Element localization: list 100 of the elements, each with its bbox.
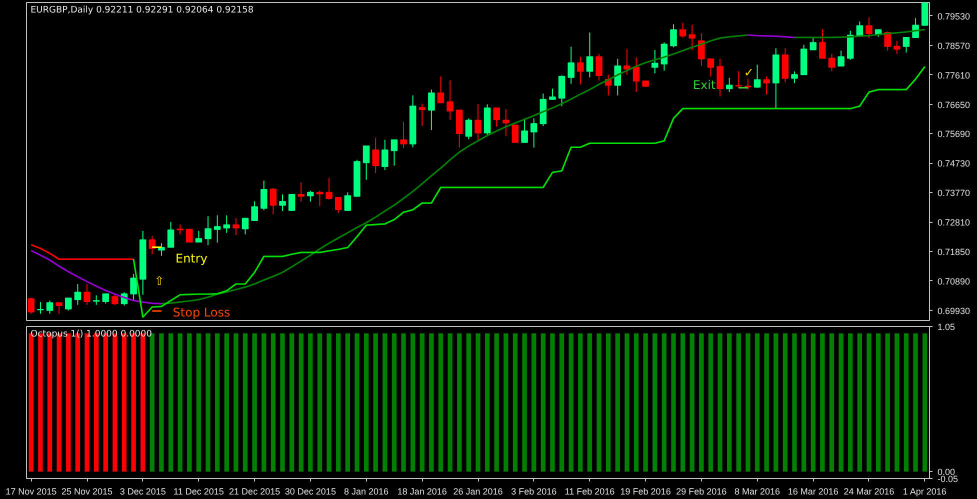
candlestick (223, 214, 230, 234)
candlestick (204, 216, 212, 246)
candlestick (56, 302, 62, 314)
candlestick (670, 24, 677, 48)
candlestick (493, 107, 500, 128)
candlestick (92, 294, 100, 306)
candlestick (260, 180, 268, 211)
y-tick-label: 0.74730 (938, 158, 970, 169)
candlestick (428, 89, 435, 131)
y-tick-label: 0.76650 (938, 100, 970, 110)
candlestick (902, 36, 910, 53)
candlestick (586, 32, 594, 78)
annotation: Stop Loss (172, 306, 230, 320)
candlestick (894, 40, 900, 55)
candlestick (465, 118, 472, 140)
candlestick (530, 118, 538, 148)
x-tick-label: 11 Dec 2015 (174, 486, 224, 496)
candlestick (232, 218, 240, 236)
candlestick (828, 54, 836, 72)
annotation: Entry (175, 251, 208, 266)
candlestick (763, 76, 770, 95)
candlestick (251, 200, 258, 222)
candlestick (437, 76, 444, 104)
candlestick (279, 194, 286, 212)
annotation: Exit (692, 78, 716, 92)
x-tick-label: 18 Jan 2016 (397, 486, 447, 496)
x-tick-label: 16 Mar 2016 (788, 486, 838, 496)
annotation: ⇧ (154, 274, 164, 288)
y-tick-label: 0.71850 (938, 247, 970, 258)
candlestick (65, 298, 72, 311)
chart-title: Octopus 1() 1.0000 0.0000 (30, 330, 152, 340)
candlestick (307, 190, 314, 202)
candlestick (112, 293, 118, 306)
x-tick-label: 21 Dec 2015 (229, 486, 280, 496)
candlestick (521, 118, 528, 144)
candlestick (130, 273, 137, 302)
candlestick (651, 50, 658, 74)
candlestick (400, 121, 407, 149)
candlestick (558, 74, 566, 107)
y-tick-label: 1.05 (938, 322, 956, 332)
y-tick-label: -0.05 (938, 474, 958, 484)
line-series (132, 66, 926, 318)
candlestick (84, 284, 90, 306)
candlestick (549, 88, 556, 100)
x-tick-label: 8 Jan 2016 (344, 486, 389, 496)
y-tick-label: 0.77610 (938, 70, 970, 80)
candlestick (390, 139, 398, 166)
candlestick (456, 110, 463, 148)
candlestick (791, 70, 798, 84)
candlestick (382, 139, 388, 170)
candlestick (37, 302, 44, 314)
y-tick-label: 0.78570 (938, 40, 970, 51)
candlestick (884, 31, 891, 52)
x-tick-label: 26 Jan 2016 (453, 486, 503, 496)
annotation: ✓ (744, 65, 754, 80)
x-tick-label: 24 Mar 2016 (844, 486, 894, 496)
candlestick (744, 78, 752, 90)
candlestick (688, 24, 696, 51)
candlestick (754, 64, 761, 88)
candlestick (512, 124, 519, 144)
candlestick (167, 222, 174, 248)
candlestick (660, 42, 668, 72)
y-tick-label: 0.73770 (938, 188, 970, 198)
candlestick (632, 56, 640, 93)
candlestick (810, 36, 817, 50)
x-tick-label: 3 Dec 2015 (120, 486, 166, 496)
x-tick-label: 19 Feb 2016 (620, 486, 671, 496)
candlestick (624, 48, 630, 76)
candlestick (838, 50, 844, 66)
candlestick (28, 297, 35, 314)
candlestick (921, 2, 928, 26)
candlestick (270, 188, 277, 215)
candlestick (735, 70, 742, 88)
candlestick (298, 182, 305, 202)
x-tick-label: 30 Dec 2015 (284, 486, 336, 496)
candlestick (568, 46, 574, 84)
line-series (30, 244, 134, 260)
y-tick-label: 0.70890 (938, 276, 970, 286)
y-tick-label: 0.75690 (938, 129, 970, 140)
candlestick (596, 54, 602, 81)
candlestick (846, 30, 854, 60)
y-tick-label: 0.69930 (938, 306, 970, 316)
candlestick (446, 80, 454, 120)
candlestick (372, 137, 379, 174)
x-tick-label: 3 Feb 2016 (511, 486, 557, 496)
x-tick-label: 25 Nov 2015 (61, 486, 113, 496)
x-tick-label: 29 Feb 2016 (676, 486, 727, 496)
candlestick (474, 104, 482, 140)
chart-title: EURGBP,Daily 0.92211 0.92291 0.92064 0.92158 (30, 6, 254, 16)
candlestick (46, 300, 54, 314)
x-tick-label: 1 Apr 2016 (902, 486, 946, 496)
candlestick (242, 217, 249, 235)
candlestick (726, 77, 733, 93)
candlestick (176, 224, 184, 235)
candlestick (102, 293, 110, 304)
candlestick (866, 17, 872, 39)
candlestick (707, 58, 714, 77)
x-tick-label: 11 Feb 2016 (564, 486, 615, 496)
candlestick (362, 146, 370, 180)
candlestick (288, 194, 296, 212)
